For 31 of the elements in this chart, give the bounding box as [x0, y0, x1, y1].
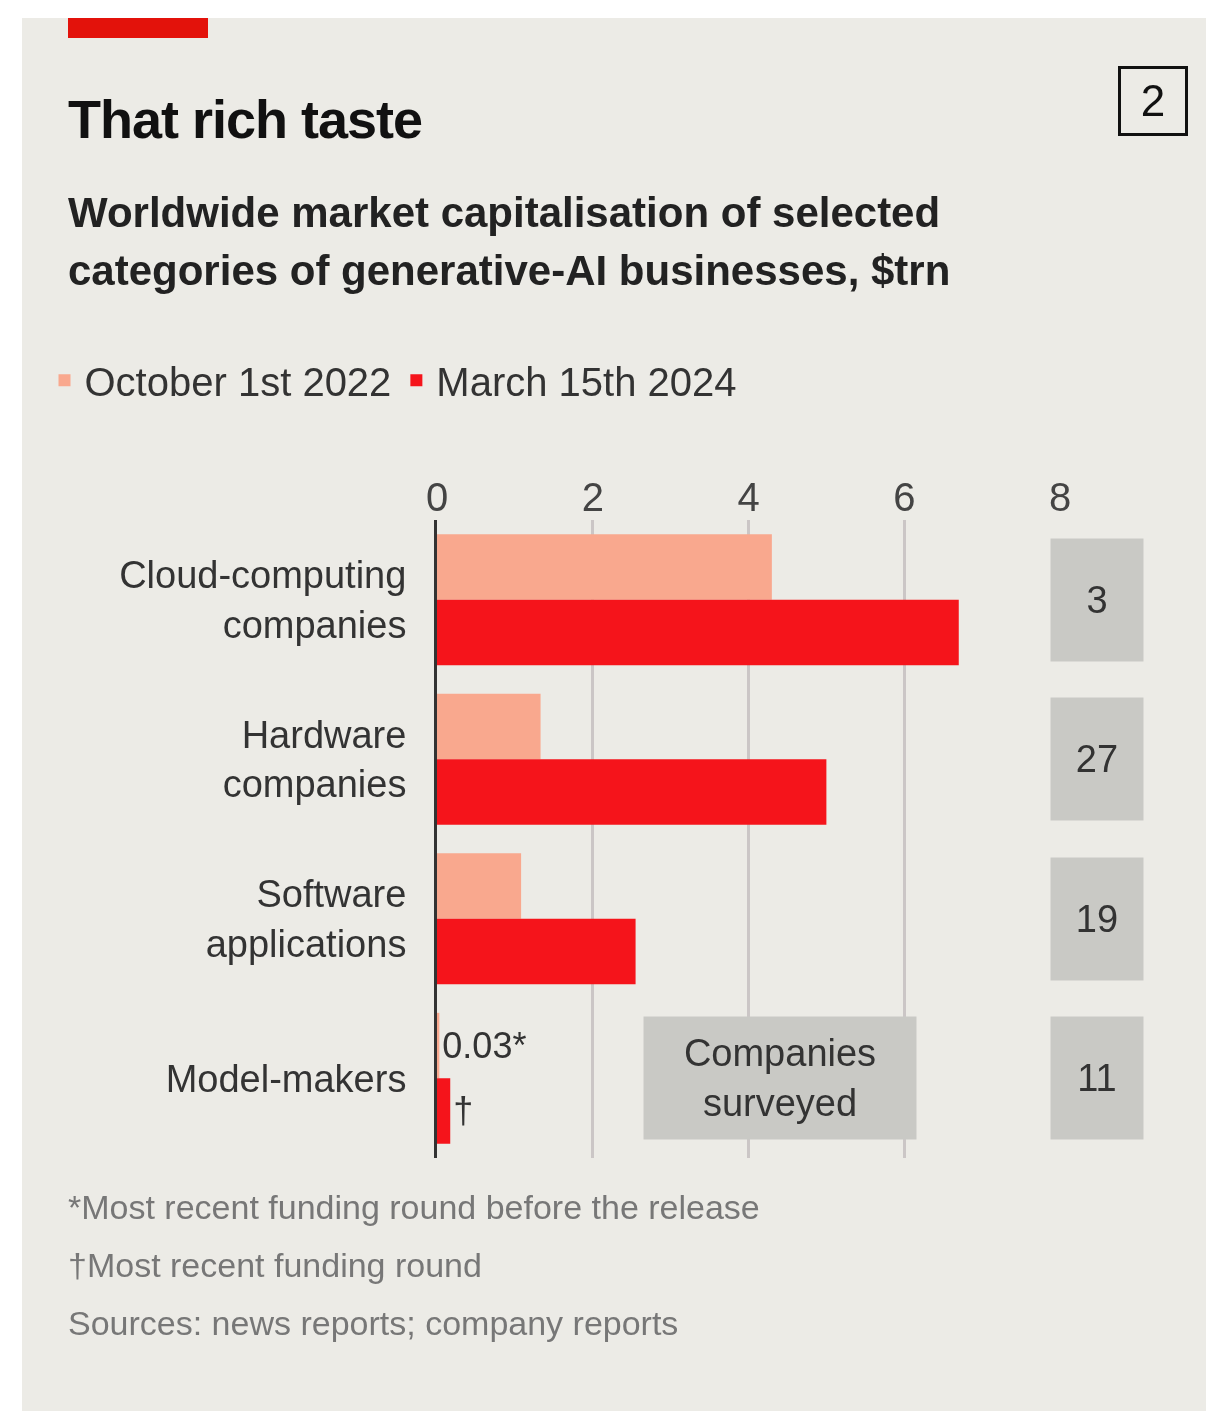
legend-label: October 1st 2022	[84, 359, 392, 404]
bar	[437, 918, 636, 985]
text: 11	[1077, 1057, 1117, 1099]
y-tick-label: Hardware companies	[222, 713, 407, 806]
source-note: Sources: news reports; company reports	[68, 1303, 680, 1344]
annotation: Companies surveyed	[683, 1032, 877, 1124]
text: *Most recent funding round before the release	[68, 1187, 761, 1228]
y-tick-label: Cloud-computing companies	[119, 554, 407, 646]
bar	[437, 853, 522, 919]
y-tick-label: Model-makers	[165, 1057, 407, 1100]
chart-subtitle: Worldwide market capitalisation of selected categories of generative-AI businesses, $trn	[68, 188, 952, 296]
data-label: 0.03*	[442, 1025, 527, 1067]
x-tick-label: 8	[1048, 475, 1072, 519]
bar	[437, 599, 959, 666]
text: 27	[1075, 738, 1119, 780]
x-tick-label: 2	[581, 475, 604, 519]
bar	[437, 759, 827, 825]
text: 19	[1075, 898, 1119, 940]
legend-label: March 15th 2024	[436, 359, 737, 404]
text: †Most recent funding round	[68, 1245, 483, 1286]
chart-title: That rich taste	[68, 88, 423, 150]
x-tick-label: 0	[425, 475, 449, 519]
x-tick-label: 6	[893, 475, 916, 519]
text: 3	[1086, 579, 1108, 621]
bar	[437, 1078, 451, 1144]
bar	[437, 693, 541, 760]
bar	[437, 534, 772, 600]
x-tick-label: 4	[737, 475, 760, 519]
text: 2	[1118, 66, 1188, 136]
data-label: †	[453, 1090, 474, 1132]
y-tick-label: Software applications	[205, 873, 407, 965]
